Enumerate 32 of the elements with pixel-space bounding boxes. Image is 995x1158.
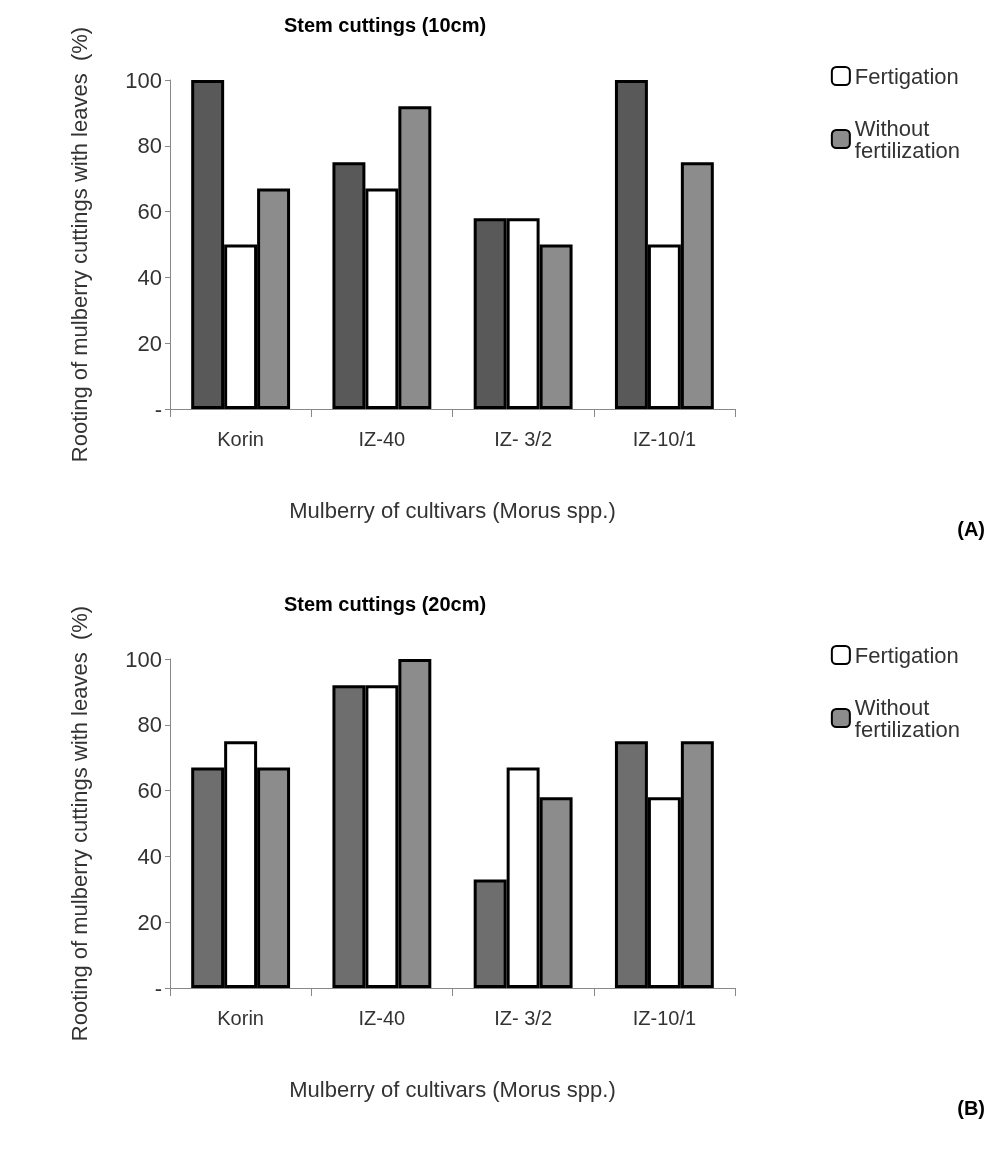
x-tick-label: IZ-10/1 <box>632 1007 697 1029</box>
y-tick-label: 20 <box>137 909 162 935</box>
y-tick-label: 80 <box>137 133 162 159</box>
y-tick-label: 40 <box>137 264 162 290</box>
y-tick-label: 100 <box>125 67 162 93</box>
x-axis-title: Mulberry of cultivars (Morus spp.) <box>289 497 616 523</box>
legend-label: Without fertilization <box>854 694 960 742</box>
legend-label: Without fertilization <box>854 115 960 163</box>
y-tick-label: - <box>154 396 162 422</box>
y-tick-label: 60 <box>137 778 162 804</box>
x-tick-label: IZ- 3/2 <box>494 428 553 450</box>
y-tick-label: 40 <box>137 843 162 869</box>
x-tick-label: IZ-10/1 <box>632 428 697 450</box>
y-axis-title: Rooting of mulberry cuttings with leaves (%) <box>66 26 92 463</box>
x-tick-label: IZ- 3/2 <box>494 1007 553 1029</box>
y-tick-label: 20 <box>137 330 162 356</box>
x-tick-label: Korin <box>217 428 264 450</box>
x-tick-label: IZ-40 <box>358 428 406 450</box>
legend-label: Fertigation <box>854 642 959 668</box>
x-axis-title: Mulberry of cultivars (Morus spp.) <box>289 1076 616 1102</box>
chart-title: Stem cuttings (10cm) <box>283 14 487 36</box>
legend-label: Fertigation <box>854 63 959 89</box>
chart-title: Stem cuttings (20cm) <box>283 593 487 615</box>
y-tick-label: 80 <box>137 712 162 738</box>
x-tick-label: Korin <box>217 1007 264 1029</box>
y-axis-title: Rooting of mulberry cuttings with leaves (%) <box>66 605 92 1042</box>
y-tick-label: 100 <box>125 646 162 672</box>
x-tick-label: IZ-40 <box>358 1007 406 1029</box>
text: (B) <box>957 1097 985 1119</box>
text: (A) <box>957 518 985 540</box>
y-tick-label: 60 <box>137 199 162 225</box>
y-tick-label: - <box>154 975 162 1001</box>
